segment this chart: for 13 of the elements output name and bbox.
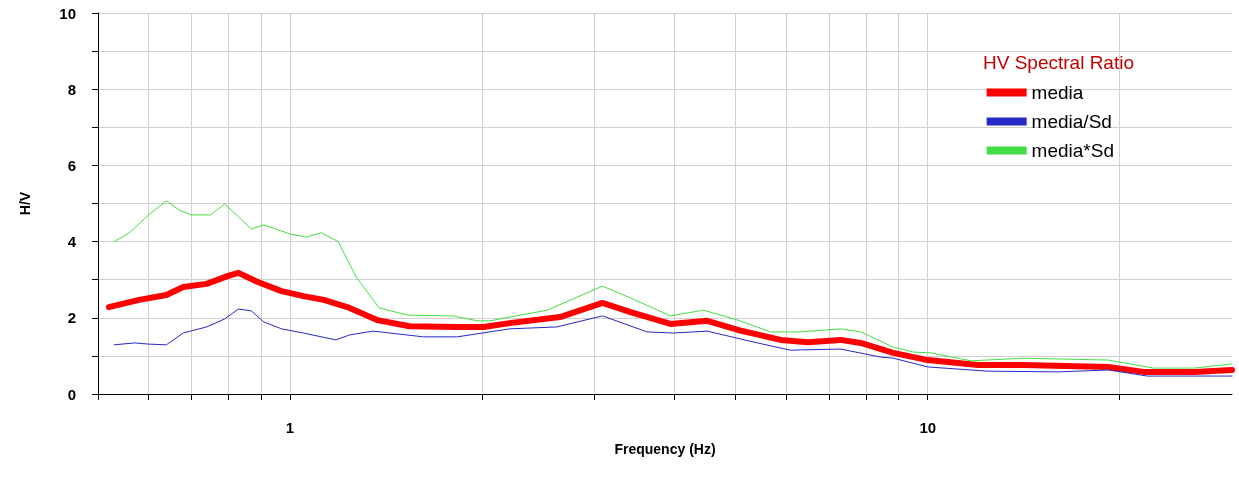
x-tick-label: 1 xyxy=(285,419,295,436)
legend-label: media xyxy=(1031,82,1084,103)
y-tick-label: 10 xyxy=(59,4,76,22)
y-tick-label: 8 xyxy=(67,80,76,98)
legend-title: HV Spectral Ratio xyxy=(982,52,1135,73)
y-axis-title: H/V xyxy=(17,191,33,216)
legend-label: media*Sd xyxy=(1031,140,1115,161)
y-tick-label: 4 xyxy=(67,233,77,251)
y-tick-label: 0 xyxy=(67,385,76,403)
y-tick-label: 2 xyxy=(67,309,76,327)
legend-label: media/Sd xyxy=(1031,111,1112,132)
y-tick-label: 6 xyxy=(67,156,76,174)
x-axis-title: Frequency (Hz) xyxy=(614,441,716,457)
